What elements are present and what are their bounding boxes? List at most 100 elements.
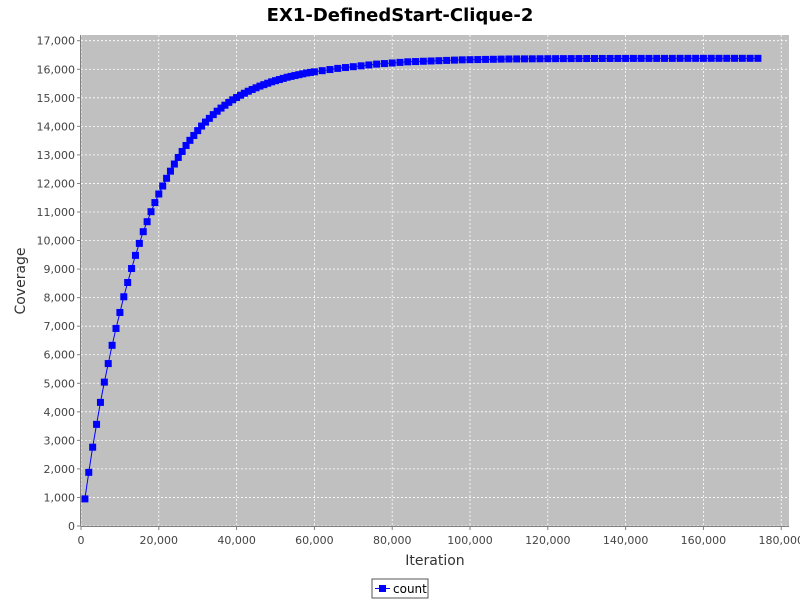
data-point [201, 118, 209, 126]
data-point [357, 62, 365, 70]
data-point [590, 54, 598, 62]
data-point [112, 324, 120, 332]
data-point [645, 54, 653, 62]
data-point [661, 54, 669, 62]
data-point [458, 56, 466, 64]
data-point [552, 55, 560, 63]
data-point [559, 55, 567, 63]
data-point [240, 89, 248, 97]
data-point [513, 55, 521, 63]
y-tick-label: 14,000 [37, 120, 76, 133]
data-point [629, 54, 637, 62]
data-point [139, 228, 147, 236]
data-point [497, 55, 505, 63]
data-point [575, 55, 583, 63]
data-point [128, 265, 136, 273]
data-point [349, 63, 357, 71]
plot-area [81, 35, 789, 526]
data-point [252, 84, 260, 92]
y-axis: 0 1,000 2,000 3,000 4,000 5,000 6,000 7,000 8,00… [37, 35, 81, 533]
data-point [388, 59, 396, 67]
data-point [380, 60, 388, 68]
data-point [287, 72, 295, 80]
data-point [684, 54, 692, 62]
data-point [443, 56, 451, 64]
data-point [268, 78, 276, 86]
data-point [155, 190, 163, 198]
chart-title: EX1-DefinedStart-Clique-2 [267, 5, 534, 26]
data-point [505, 55, 513, 63]
data-point [213, 107, 221, 115]
data-point [435, 57, 443, 65]
data-point [291, 72, 299, 80]
x-tick-label: 20,000 [140, 534, 179, 547]
data-point [567, 55, 575, 63]
data-point [404, 58, 412, 66]
data-point [190, 131, 198, 139]
y-tick-label: 12,000 [37, 177, 76, 190]
y-tick-label: 0 [68, 520, 75, 533]
y-tick-label: 1,000 [44, 491, 76, 504]
data-point [474, 56, 482, 64]
y-tick-label: 11,000 [37, 206, 76, 219]
data-point [598, 54, 606, 62]
data-point [244, 87, 252, 95]
y-tick-label: 13,000 [37, 149, 76, 162]
data-point [489, 55, 497, 63]
x-tick-label: 60,000 [295, 534, 334, 547]
data-point [299, 70, 307, 78]
data-point [236, 91, 244, 99]
data-point [89, 443, 97, 451]
data-point [174, 153, 182, 161]
data-point [159, 182, 167, 190]
data-point [233, 94, 241, 102]
x-tick-label: 140,000 [603, 534, 649, 547]
data-point [116, 308, 124, 316]
data-point [334, 64, 342, 72]
y-tick-label: 3,000 [44, 434, 76, 447]
data-point [221, 101, 229, 109]
x-tick-label: 0 [78, 534, 85, 547]
data-point [303, 69, 311, 77]
data-point [653, 54, 661, 62]
data-point [707, 54, 715, 62]
data-point [264, 79, 272, 87]
data-point [699, 54, 707, 62]
data-point [373, 60, 381, 68]
data-point [637, 54, 645, 62]
data-point [606, 54, 614, 62]
data-point [124, 279, 132, 286]
data-point [419, 57, 427, 65]
x-tick-label: 160,000 [681, 534, 727, 547]
x-tick-label: 120,000 [525, 534, 571, 547]
x-tick-label: 80,000 [373, 534, 412, 547]
y-tick-label: 2,000 [44, 463, 76, 476]
series-count [81, 54, 762, 503]
data-point [326, 66, 334, 74]
data-point [427, 57, 435, 65]
data-point [310, 68, 318, 76]
y-tick-label: 16,000 [37, 63, 76, 76]
data-point [96, 398, 104, 406]
data-point [256, 82, 264, 90]
data-point [614, 54, 622, 62]
data-point [731, 54, 739, 62]
data-point [147, 208, 155, 216]
y-tick-label: 9,000 [44, 263, 76, 276]
data-point [723, 54, 731, 62]
data-point [131, 251, 139, 259]
y-tick-label: 6,000 [44, 349, 76, 362]
data-point [342, 64, 350, 72]
data-point [178, 147, 186, 155]
data-point [260, 81, 268, 89]
y-tick-label: 10,000 [37, 235, 76, 248]
legend: count [371, 578, 429, 599]
data-point [108, 341, 116, 349]
data-point [194, 127, 202, 135]
data-point [275, 76, 283, 84]
data-point [283, 73, 291, 81]
data-point [248, 86, 256, 94]
data-point [93, 420, 101, 428]
data-point [81, 495, 89, 503]
